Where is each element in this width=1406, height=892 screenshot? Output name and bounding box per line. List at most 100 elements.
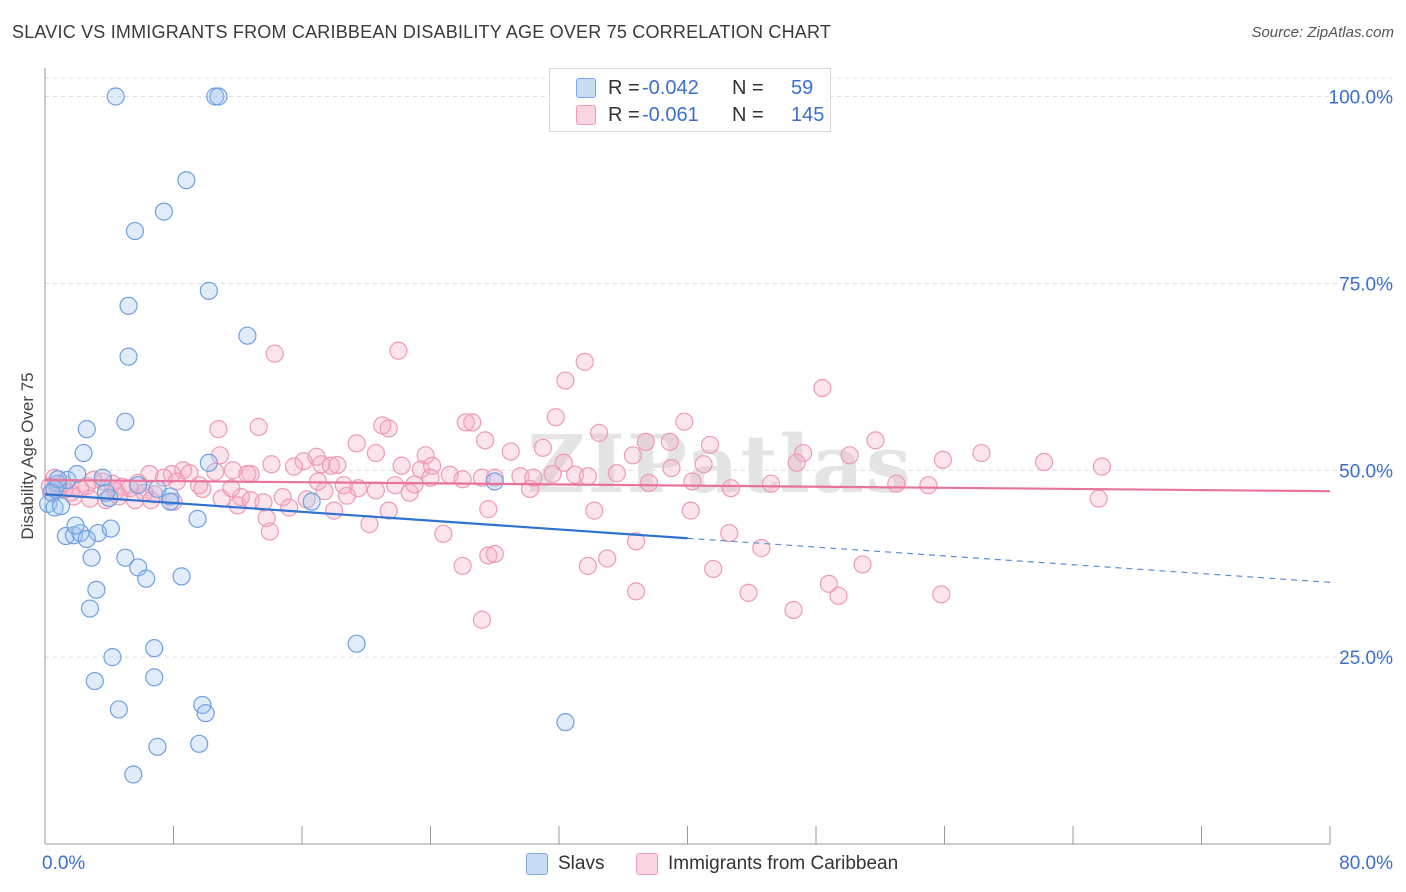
caribbean-point (932, 585, 951, 604)
caribbean-point (328, 455, 347, 475)
caribbean-point (1034, 452, 1054, 472)
caribbean-point (334, 476, 353, 495)
caribbean-point (360, 514, 379, 534)
caribbean-point (366, 481, 385, 500)
caribbean-point (694, 455, 713, 474)
slavs-point (119, 347, 138, 366)
x-tick-label: 80.0% (1339, 853, 1393, 874)
caribbean-point (373, 416, 392, 435)
caribbean-point (1092, 457, 1112, 476)
slavs-point (145, 639, 164, 658)
n-label: N = (732, 104, 764, 126)
slavs-point (556, 713, 575, 732)
caribbean-point (284, 457, 304, 476)
slavs-point (85, 671, 104, 691)
slavs-trend-line (44, 493, 688, 540)
caribbean-point (476, 431, 495, 450)
caribbean-point (273, 488, 292, 507)
caribbean-point (238, 464, 257, 484)
caribbean-point (456, 413, 475, 432)
caribbean-point (546, 408, 565, 427)
x-tick-label: 0.0% (42, 853, 85, 874)
caribbean-point (249, 417, 268, 436)
slavs-point (177, 171, 196, 190)
caribbean-point (479, 546, 498, 565)
caribbean-point (321, 456, 341, 475)
slavs-point (125, 221, 145, 241)
caribbean-point (752, 538, 771, 558)
slavs-point (302, 492, 321, 511)
caribbean-point (349, 479, 368, 498)
caribbean-point (520, 479, 540, 499)
caribbean-point (585, 501, 604, 520)
r-label: R = (608, 77, 640, 99)
slavs-point (106, 87, 125, 106)
caribbean-point (853, 555, 872, 574)
slavs-point (82, 548, 101, 567)
caribbean-point (575, 352, 594, 371)
caribbean-point (297, 490, 316, 509)
caribbean-point (813, 378, 832, 398)
slavs-point (154, 202, 173, 221)
slavs-point (96, 483, 116, 502)
caribbean-point (681, 501, 700, 520)
slavs-point (148, 737, 167, 756)
caribbean-point (590, 423, 609, 442)
caribbean-point (972, 443, 991, 463)
y-tick-label: 100.0% (1329, 88, 1394, 109)
caribbean-point (463, 413, 482, 432)
r-label: R = (608, 104, 640, 126)
caribbean-point (209, 420, 228, 439)
slavs-point (77, 529, 96, 549)
slavs-points (39, 87, 575, 784)
slavs-point (93, 468, 112, 487)
slavs-point (137, 569, 156, 588)
caribbean-point (784, 600, 803, 620)
slavs-point (124, 765, 143, 784)
slavs-point (196, 704, 215, 723)
slavs-point (172, 567, 191, 586)
slavs-point (161, 487, 180, 506)
caribbean-point (636, 432, 655, 451)
caribbean-point (485, 544, 504, 564)
r-value: -0.042 (642, 77, 699, 99)
caribbean-legend-swatch (636, 853, 658, 875)
slavs-point (238, 326, 257, 345)
n-value: 59 (791, 77, 814, 99)
caribbean-point (761, 474, 781, 493)
caribbean-point (662, 458, 681, 478)
caribbean-point (829, 586, 848, 605)
caribbean-legend-label: Immigrants from Caribbean (668, 853, 899, 874)
caribbean-point (254, 493, 273, 512)
y-tick-label: 25.0% (1339, 648, 1393, 669)
source-label: Source: ZipAtlas.com (1251, 24, 1394, 41)
caribbean-point (1089, 489, 1108, 508)
caribbean-point (405, 475, 424, 494)
caribbean-point (794, 443, 813, 463)
caribbean-point (223, 461, 243, 480)
caribbean-point (347, 434, 366, 453)
caribbean-point (325, 501, 344, 520)
chart-title: SLAVIC VS IMMIGRANTS FROM CARIBBEAN DISA… (12, 22, 832, 42)
caribbean-point (392, 456, 411, 475)
caribbean-point (280, 498, 299, 517)
slavs-point (145, 668, 164, 687)
caribbean-point (720, 523, 739, 543)
caribbean-point (721, 479, 740, 498)
trend-lines (44, 478, 1331, 583)
slavs-swatch (576, 78, 596, 98)
watermark: ZIPatlas (527, 417, 913, 511)
slavs-point (190, 734, 209, 753)
caribbean-point (262, 455, 281, 474)
caribbean-point (598, 549, 617, 568)
slavs-point (66, 516, 85, 535)
caribbean-trend-line (44, 478, 1331, 493)
caribbean-point (472, 610, 491, 629)
caribbean-point (366, 443, 385, 463)
slavs-point (51, 497, 71, 516)
caribbean-point (524, 468, 543, 487)
caribbean-point (453, 470, 472, 489)
axes (44, 68, 1331, 845)
slavs-point (209, 87, 228, 106)
